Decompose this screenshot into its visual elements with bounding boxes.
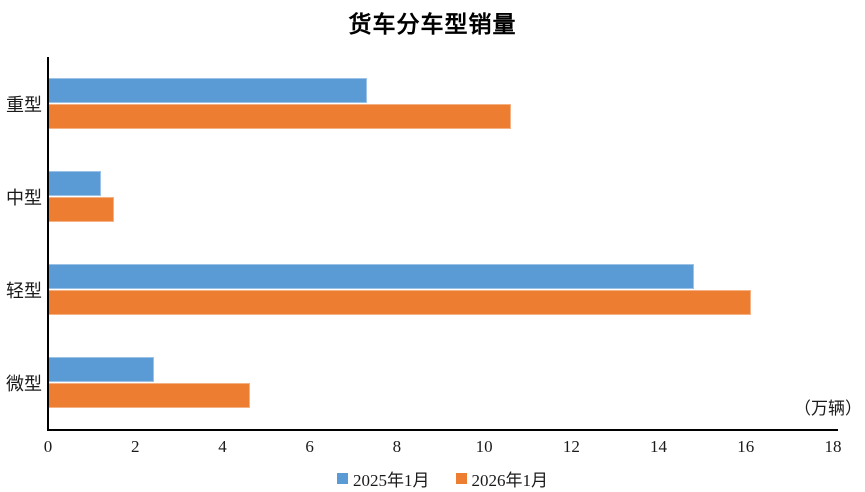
x-tick-label: 6 (305, 437, 314, 456)
bar-series1-cat2 (49, 171, 101, 196)
x-tick-label: 8 (392, 437, 402, 456)
legend-swatch-icon (455, 473, 467, 484)
x-tick-label: 0 (43, 437, 53, 456)
x-tick-label: 16 (737, 437, 755, 456)
legend-label: 2026年1月 (471, 471, 549, 490)
legend-label: 2025年1月 (353, 471, 430, 490)
legend: 2025年1月 2026年1月 (20, 466, 865, 491)
legend-item-series2: 2026年1月 (455, 466, 549, 491)
bar-series1-cat1 (49, 78, 367, 103)
y-category-label: 轻型 (6, 280, 42, 301)
chart-title: 货车分车型销量 (348, 12, 517, 37)
y-category-label: 中型 (6, 187, 42, 208)
x-tick-label: 12 (562, 437, 580, 456)
bar-series2-cat3 (49, 290, 751, 315)
y-axis-line (47, 57, 49, 431)
y-category-label: 微型 (6, 373, 42, 394)
legend-swatch-icon (337, 473, 348, 484)
x-tick-label: 14 (650, 437, 668, 456)
bar-series2-cat2 (49, 197, 114, 222)
x-tick-label: 18 (824, 437, 842, 456)
x-axis-line (47, 429, 838, 431)
bar-series2-cat1 (49, 104, 511, 129)
y-category-label: 重型 (6, 94, 42, 115)
x-tick-label: 2 (130, 437, 140, 456)
bar-series1-cat4 (49, 357, 154, 382)
bar-series2-cat4 (49, 383, 250, 408)
x-tick-label: 4 (218, 437, 227, 456)
unit-label: （万辆） (794, 399, 862, 418)
x-tick-label: 10 (475, 437, 493, 456)
legend-item-series1: 2025年1月 (337, 466, 430, 491)
bar-series1-cat3 (49, 264, 694, 289)
